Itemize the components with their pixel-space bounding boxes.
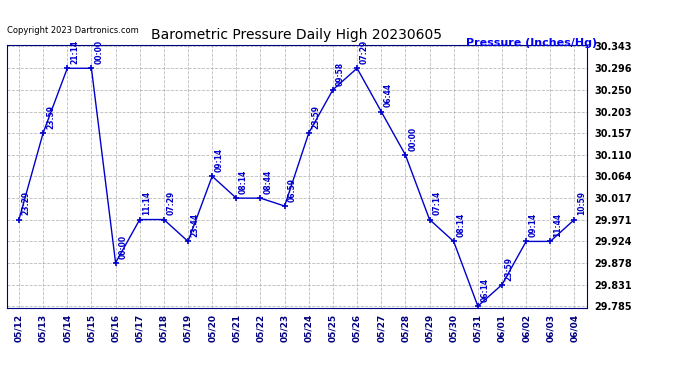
Title: Barometric Pressure Daily High 20230605: Barometric Pressure Daily High 20230605 <box>151 28 442 42</box>
Text: 23:59: 23:59 <box>312 105 321 129</box>
Text: Copyright 2023 Dartronics.com: Copyright 2023 Dartronics.com <box>7 26 139 35</box>
Text: 07:29: 07:29 <box>360 40 369 64</box>
Text: 00:00: 00:00 <box>95 40 103 64</box>
Text: Pressure (Inches/Hg): Pressure (Inches/Hg) <box>466 38 597 48</box>
Text: 21:14: 21:14 <box>70 40 79 64</box>
Text: 08:44: 08:44 <box>264 170 273 194</box>
Text: 11:14: 11:14 <box>143 191 152 215</box>
Text: 08:14: 08:14 <box>457 213 466 237</box>
Text: 09:14: 09:14 <box>215 148 224 172</box>
Text: 06:59: 06:59 <box>288 178 297 202</box>
Text: 23:59: 23:59 <box>46 105 55 129</box>
Text: 23:29: 23:29 <box>22 191 31 215</box>
Text: 09:58: 09:58 <box>336 62 345 86</box>
Text: 07:29: 07:29 <box>167 191 176 215</box>
Text: 10:59: 10:59 <box>578 191 586 215</box>
Text: 07:14: 07:14 <box>433 191 442 215</box>
Text: 00:00: 00:00 <box>119 234 128 259</box>
Text: 06:44: 06:44 <box>384 83 393 107</box>
Text: 09:14: 09:14 <box>529 213 538 237</box>
Text: 06:14: 06:14 <box>481 278 490 302</box>
Text: 08:14: 08:14 <box>239 170 248 194</box>
Text: 23:44: 23:44 <box>191 213 200 237</box>
Text: 23:59: 23:59 <box>505 256 514 280</box>
Text: 11:44: 11:44 <box>553 213 562 237</box>
Text: 00:00: 00:00 <box>408 126 417 151</box>
